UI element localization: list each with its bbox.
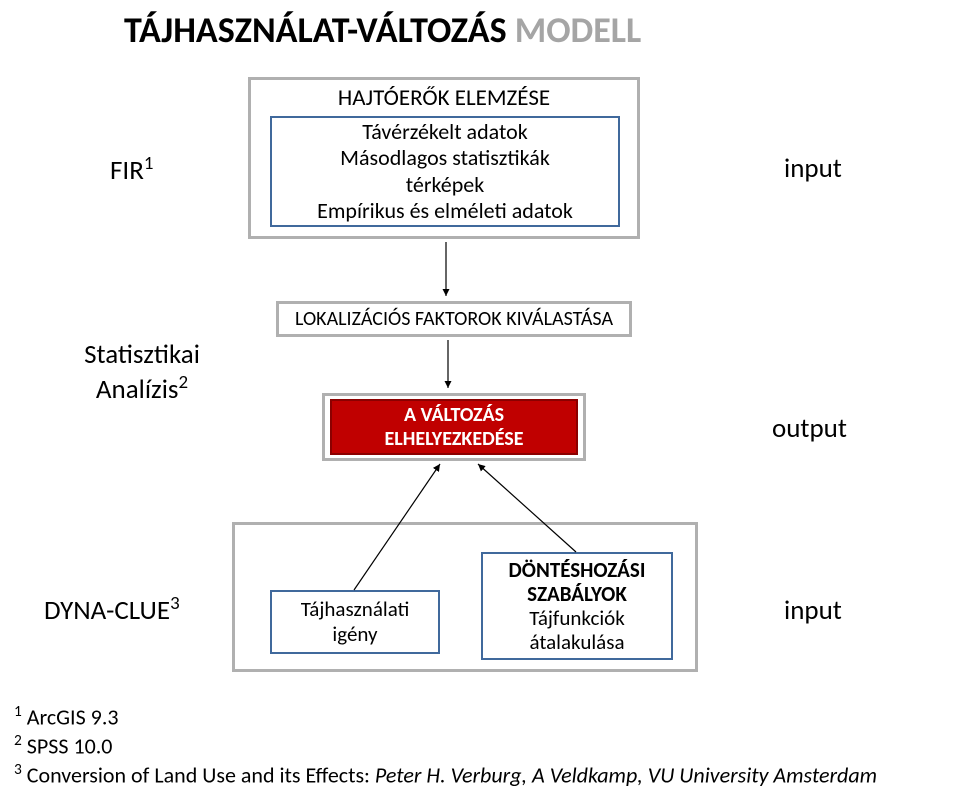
stat-label: Statisztikai Analízis2: [62, 338, 222, 406]
box1-line-0: Távérzékelt adatok: [272, 119, 618, 145]
page-title: TÁJHASZNÁLAT-VÁLTOZÁS MODELL: [124, 8, 641, 52]
box1-inner: Távérzékelt adatok Másodlagos statisztik…: [270, 116, 620, 227]
box2-text: LOKALIZÁCIÓS FAKTOROK KIVÁLASTÁSA: [279, 307, 629, 331]
box1-line-2: térképek: [272, 172, 618, 198]
box1-header: HAJTÓERŐK ELEMZÉSE: [251, 84, 637, 112]
references: 1 ArcGIS 9.3 2 SPSS 10.0 3 Conversion of…: [14, 702, 877, 788]
redbox-line-0: A VÁLTOZÁS: [332, 403, 576, 427]
box3-right-bold-0: DÖNTÉSHOZÁSI: [483, 558, 671, 582]
box3-right-bold-1: SZABÁLYOK: [483, 582, 671, 606]
dyna-label: DYNA-CLUE3: [44, 592, 180, 627]
ref-authors: Peter H. Verburg, A Veldkamp, VU Univers…: [375, 761, 877, 788]
redbox-line-1: ELHELYEZKEDÉSE: [332, 427, 576, 451]
box3-left: Tájhasználati igény: [270, 590, 440, 654]
fir-label: FIR1: [110, 152, 153, 187]
box3-left-line-1: igény: [272, 622, 438, 647]
box1-line-3: Empírikus és elméleti adatok: [272, 198, 618, 224]
box3-right-plain-0: Tájfunkciók: [483, 606, 671, 630]
output-label: output: [772, 412, 847, 445]
box3-left-line-0: Tájhasználati: [272, 597, 438, 622]
box3-right-plain-1: átalakulása: [483, 630, 671, 654]
title-part2: MODELL: [515, 8, 642, 52]
input-bottom-label: input: [784, 594, 842, 627]
input-top-label: input: [784, 152, 842, 185]
title-part1: TÁJHASZNÁLAT-VÁLTOZÁS: [124, 8, 515, 52]
box1-line-1: Másodlagos statisztikák: [272, 145, 618, 171]
box2: LOKALIZÁCIÓS FAKTOROK KIVÁLASTÁSA: [276, 301, 632, 337]
redbox-inner: A VÁLTOZÁS ELHELYEZKEDÉSE: [330, 399, 578, 455]
box3-right: DÖNTÉSHOZÁSI SZABÁLYOK Tájfunkciók átala…: [481, 552, 673, 660]
